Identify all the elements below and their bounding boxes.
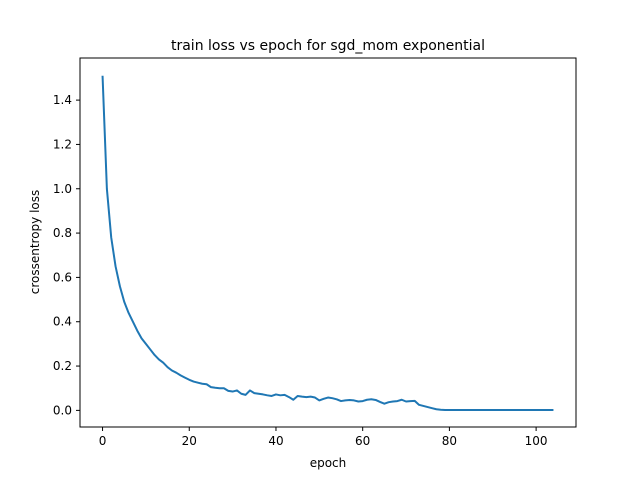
x-axis-label: epoch: [310, 456, 347, 470]
plot-area-frame: [79, 57, 577, 428]
y-tick-label: 1.0: [53, 182, 72, 196]
y-tick-label: 1.4: [53, 93, 72, 107]
y-tick-label: 0.0: [53, 403, 72, 417]
y-tick-label: 0.4: [53, 315, 72, 329]
x-tick-label: 40: [268, 434, 283, 448]
y-axis-label: crossentropy loss: [28, 190, 42, 295]
x-tick-label: 80: [442, 434, 457, 448]
y-tick-label: 0.8: [53, 226, 72, 240]
y-tick-label: 1.2: [53, 137, 72, 151]
x-tick-label: 100: [525, 434, 548, 448]
train-loss-series-line: [101, 75, 554, 411]
y-tick-label: 0.2: [53, 359, 72, 373]
chart-title: train loss vs epoch for sgd_mom exponent…: [171, 38, 485, 54]
x-tick-label: 20: [182, 434, 197, 448]
tick-group: 0 20 40 60 80 100 0.0 0.2 0.4 0.6 0.8 1.0 1.2 1.4: [53, 93, 548, 448]
x-tick-label: 60: [355, 434, 370, 448]
y-tick-label: 0.6: [53, 270, 72, 284]
x-tick-label: 0: [99, 434, 107, 448]
